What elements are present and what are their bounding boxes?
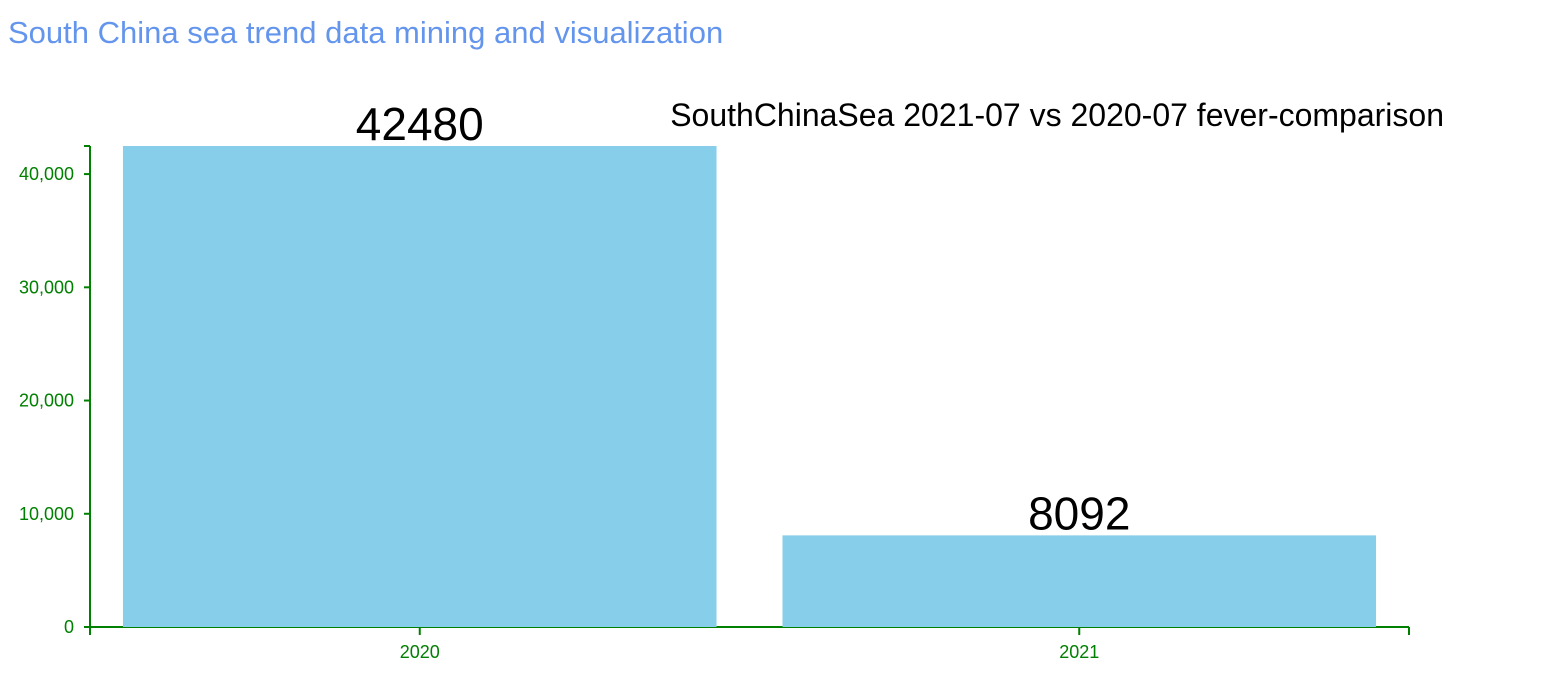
bars-group bbox=[122, 146, 1377, 627]
y-tick-label: 10,000 bbox=[19, 504, 74, 524]
y-tick-label: 30,000 bbox=[19, 277, 74, 297]
bar-2020 bbox=[122, 146, 717, 627]
page-title: South China sea trend data mining and vi… bbox=[8, 15, 724, 50]
y-tick-label: 0 bbox=[64, 617, 74, 637]
bar-value-labels: 42480 8092 bbox=[356, 98, 1131, 539]
y-axis: 0 10,000 20,000 30,000 40,000 bbox=[19, 145, 91, 637]
bar-2021 bbox=[782, 535, 1377, 627]
x-tick-label: 2020 bbox=[400, 642, 440, 662]
y-tick-label: 20,000 bbox=[19, 391, 74, 411]
bar-value-label: 42480 bbox=[356, 98, 484, 150]
x-axis: 2020 2021 bbox=[89, 626, 1410, 662]
x-tick-label: 2021 bbox=[1059, 642, 1099, 662]
chart-title: SouthChinaSea 2021-07 vs 2020-07 fever-c… bbox=[670, 97, 1444, 133]
bar-value-label: 8092 bbox=[1028, 487, 1130, 539]
y-tick-label: 40,000 bbox=[19, 164, 74, 184]
